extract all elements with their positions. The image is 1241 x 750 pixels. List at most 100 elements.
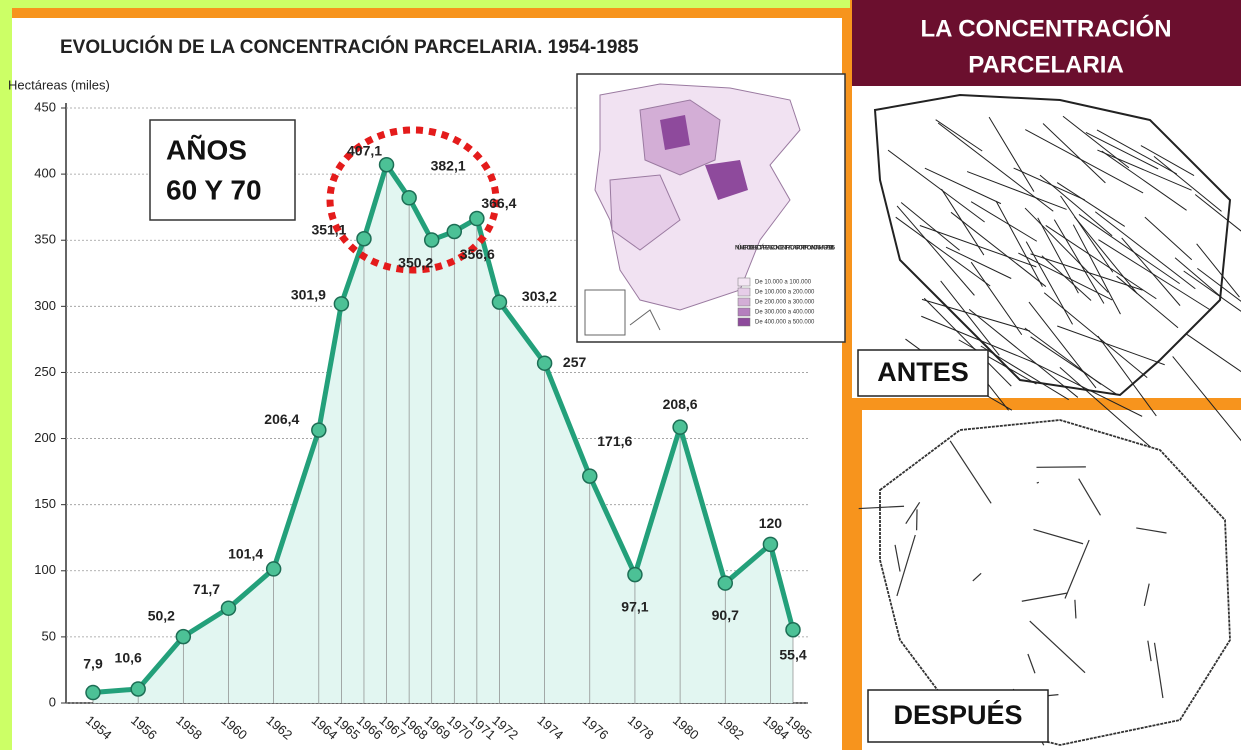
- map-legend-item: De 400.000 a 500.000: [755, 320, 815, 326]
- parcel-line: [941, 188, 985, 256]
- parcel-line: [924, 167, 1002, 205]
- y-tick-label: 300: [34, 298, 56, 313]
- map-legend-swatch: [737, 297, 751, 307]
- data-label: 208,6: [663, 396, 698, 412]
- left-strip: [0, 0, 12, 750]
- before-label-box: [857, 349, 989, 397]
- parcel-line: [1029, 620, 1086, 674]
- data-label: 55,4: [779, 646, 806, 662]
- point: [582, 468, 598, 484]
- map-legend-item: De 300.000 a 400.000: [755, 310, 815, 316]
- map-legend-swatch: [737, 277, 751, 287]
- data-label: 120: [759, 515, 783, 531]
- data-label: 90,7: [712, 607, 739, 623]
- parcel-line: [1043, 292, 1148, 378]
- point: [423, 232, 440, 248]
- data-label: 7,9: [83, 655, 103, 671]
- data-label: 257: [563, 354, 587, 370]
- parcel-line: [1185, 333, 1241, 373]
- parcel-line: [1097, 335, 1157, 417]
- parcel-line: [1013, 167, 1086, 201]
- data-label: 71,7: [193, 581, 220, 597]
- parcel-line: [905, 501, 921, 524]
- annotation: 60 Y 70: [166, 174, 262, 205]
- parcel-line: [900, 202, 960, 251]
- data-label: 303,2: [522, 288, 557, 304]
- parcel-line: [940, 280, 1000, 356]
- map-islands: [629, 309, 661, 331]
- before-panel: [852, 86, 1241, 398]
- parcel-line: [1037, 217, 1079, 294]
- data-label: 350,2: [398, 255, 433, 271]
- point: [785, 621, 801, 638]
- parcel-line: [1074, 216, 1138, 295]
- parcel-line: [921, 315, 1034, 363]
- parcel-line: [995, 200, 1043, 287]
- parcel-line: [1036, 481, 1040, 484]
- parcel-line: [1059, 367, 1152, 448]
- parcel-line: [1021, 592, 1068, 602]
- highlight-circle: [326, 126, 500, 274]
- parcel-line: [945, 246, 1012, 279]
- parcel-line: [1025, 129, 1144, 194]
- parcel-line: [923, 297, 1012, 387]
- before-label: ANTES: [877, 357, 969, 387]
- parcel-line: [1136, 527, 1167, 534]
- data-label: 50,2: [148, 607, 175, 623]
- parcel-line: [896, 534, 916, 597]
- map-legend-title: NÚMERO DE HECTÁREAS CONCENTRADAS POR PRO…: [735, 245, 836, 252]
- y-tick-label: 100: [34, 562, 56, 577]
- parcel-line: [968, 308, 1079, 398]
- parcel-line: [1031, 360, 1143, 417]
- point: [356, 231, 372, 247]
- parcel-line: [966, 171, 1067, 210]
- parcel-line: [1057, 325, 1165, 366]
- parcel-line: [970, 201, 1038, 242]
- parcel-line: [896, 205, 975, 296]
- parcel-line: [1072, 224, 1121, 315]
- point: [446, 223, 463, 240]
- y-tick-label: 50: [42, 628, 56, 643]
- parcel-line: [1196, 243, 1240, 298]
- y-tick-label: 450: [34, 99, 56, 114]
- point: [401, 190, 417, 206]
- map-legend: De 10.000 a 100.000 De 100.000 a 200.000 D…: [737, 277, 815, 327]
- data-label: 10,6: [115, 650, 142, 666]
- parcel-line: [1194, 194, 1241, 232]
- point: [491, 294, 508, 310]
- parcel-line: [1060, 195, 1114, 273]
- map-legend-swatch: [737, 317, 751, 327]
- y-tick-label: 0: [49, 694, 56, 709]
- map-canarias-box: [584, 289, 626, 336]
- parcel-line: [980, 345, 1069, 401]
- parcel-line: [1030, 253, 1143, 291]
- after-label-box: [867, 689, 1049, 743]
- parcel-line: [1197, 267, 1241, 302]
- y-tick-label: 200: [34, 430, 56, 445]
- point: [469, 210, 485, 227]
- data-label: 356,6: [460, 246, 495, 262]
- parcel-line: [1101, 150, 1187, 211]
- parcel-line: [1143, 583, 1150, 606]
- parcel-line: [958, 339, 1037, 385]
- chart-title: EVOLUCIÓN DE LA CONCENTRACIÓN PARCELARIA…: [60, 36, 639, 58]
- parcel-line: [887, 149, 985, 223]
- point: [333, 296, 350, 312]
- parcel-line: [1183, 270, 1241, 312]
- map-legend-item: De 100.000 a 200.000: [755, 290, 815, 296]
- parcel-line: [1030, 336, 1118, 396]
- before-plot-drawing: [873, 93, 1241, 448]
- after-label: DESPUÉS: [893, 699, 1022, 730]
- parcel-line: [988, 116, 1035, 192]
- parcel-line: [1094, 211, 1196, 290]
- parcel-line: [1078, 478, 1101, 516]
- side-title: LA CONCENTRACIÓN: [920, 14, 1171, 42]
- point: [175, 628, 192, 645]
- point: [762, 536, 779, 553]
- parcel-line: [1064, 539, 1090, 599]
- point: [220, 600, 237, 616]
- point: [311, 422, 327, 438]
- map-legend-swatch: [737, 287, 751, 297]
- data-label: 171,6: [597, 433, 632, 449]
